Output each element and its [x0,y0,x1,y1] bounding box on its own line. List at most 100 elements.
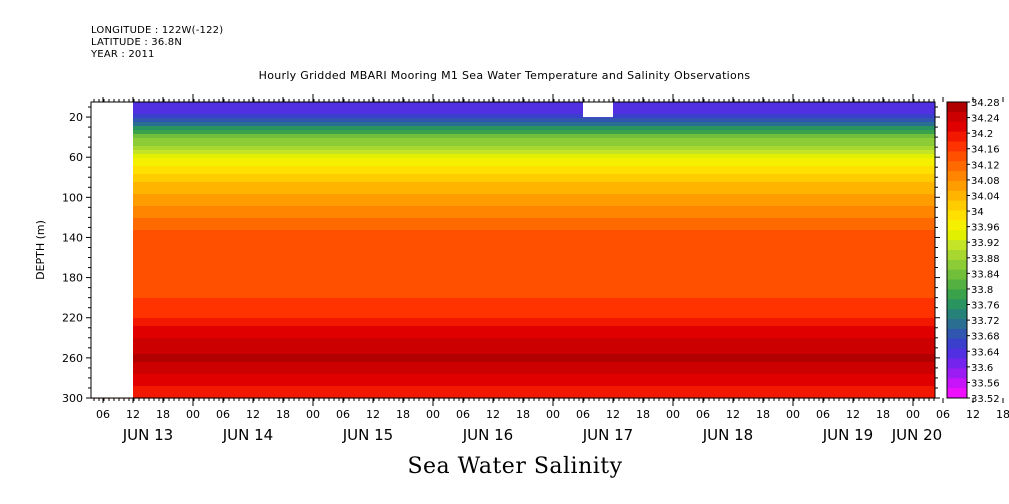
x-tick-label: 12 [126,408,140,421]
salinity-band [91,202,935,207]
salinity-band [91,102,935,107]
salinity-band [91,214,935,219]
colorbar-swatch [947,358,967,369]
colorbar-swatch [947,111,967,123]
salinity-band [91,210,935,215]
latitude-label: LATITUDE : 36.8N [91,37,183,48]
x-tick-label: 06 [216,408,230,421]
colorbar-swatch [947,269,967,281]
y-tick-label: 140 [62,231,83,244]
colorbar-label: 34.04 [971,191,1000,202]
salinity-band [91,106,935,111]
salinity-band [91,282,935,287]
salinity-band [91,326,935,331]
salinity-band [91,278,935,283]
colorbar-label: 33.88 [971,254,1000,265]
salinity-band [91,338,935,343]
x-tick-label: 18 [276,408,290,421]
y-axis-label: DEPTH (m) [34,220,47,280]
salinity-band [91,174,935,179]
x-tick-label: 18 [876,408,890,421]
x-tick-label: 00 [546,408,560,421]
salinity-band [91,122,935,127]
salinity-band [91,238,935,243]
salinity-band [91,226,935,231]
salinity-band [91,242,935,247]
colorbar-swatch [947,289,967,300]
colorbar-label: 33.92 [971,238,1000,249]
x-tick-label: 12 [846,408,860,421]
salinity-band [91,286,935,291]
colorbar-swatch [947,200,967,212]
colorbar-label: 33.52 [971,394,1000,405]
salinity-band [91,146,935,151]
colorbar-label: 33.84 [971,269,1000,280]
x-date-label: JUN 14 [222,426,273,444]
colorbar-swatch [947,279,967,290]
salinity-band [91,246,935,251]
missing-data-block [583,102,613,118]
longitude-label: LONGITUDE : 122W(-122) [91,25,224,36]
colorbar-label: 33.8 [971,285,993,296]
colorbar-swatch [947,250,967,261]
variable-title: Sea Water Salinity [407,454,623,479]
salinity-band [91,158,935,163]
salinity-band [91,298,935,303]
y-tick-label: 220 [62,312,83,325]
salinity-band [91,354,935,359]
salinity-band [91,134,935,139]
salinity-band [91,394,935,399]
x-date-label: JUN 19 [822,426,873,444]
salinity-band [91,170,935,175]
colorbar-label: 34.2 [971,129,993,140]
colorbar-label: 34.24 [971,114,1000,125]
salinity-band [91,126,935,131]
x-tick-label: 06 [936,408,950,421]
salinity-band [91,234,935,239]
y-tick-label: 300 [62,392,83,405]
salinity-band [91,350,935,355]
salinity-band [91,178,935,183]
x-tick-label: 12 [606,408,620,421]
colorbar-label: 33.76 [971,301,1000,312]
colorbar-frame [946,101,968,399]
salinity-band [91,378,935,383]
colorbar-label: 33.6 [971,363,993,374]
x-tick-label: 18 [636,408,650,421]
colorbar-label: 34.16 [971,145,1000,156]
salinity-band [91,366,935,371]
salinity-band [91,330,935,335]
colorbar-swatch [947,131,967,142]
colorbar-label: 33.96 [971,223,1000,234]
salinity-band [91,358,935,363]
salinity-band [91,206,935,211]
x-tick-label: 06 [696,408,710,421]
y-tick-label: 260 [62,352,83,365]
salinity-band [91,342,935,347]
salinity-band [91,382,935,387]
colorbar-label: 33.56 [971,378,1000,389]
salinity-band [91,222,935,227]
colorbar-label: 34.08 [971,176,1000,187]
x-tick-label: 18 [756,408,770,421]
colorbar-label: 33.68 [971,332,1000,343]
salinity-band [91,374,935,379]
salinity-band [91,306,935,311]
salinity-band [91,154,935,159]
x-tick-label: 06 [576,408,590,421]
salinity-band [91,262,935,267]
salinity-band [91,130,935,135]
salinity-band [91,294,935,299]
x-tick-label: 12 [966,408,980,421]
colorbar-swatch [947,299,967,310]
x-tick-label: 00 [306,408,320,421]
x-tick-label: 00 [666,408,680,421]
colorbar-swatch [947,230,967,241]
colorbar-swatch [947,348,967,360]
x-tick-label: 18 [996,408,1009,421]
salinity-band [91,302,935,307]
salinity-band [91,110,935,115]
colorbar-label: 34.12 [971,160,1000,171]
salinity-band [91,162,935,167]
